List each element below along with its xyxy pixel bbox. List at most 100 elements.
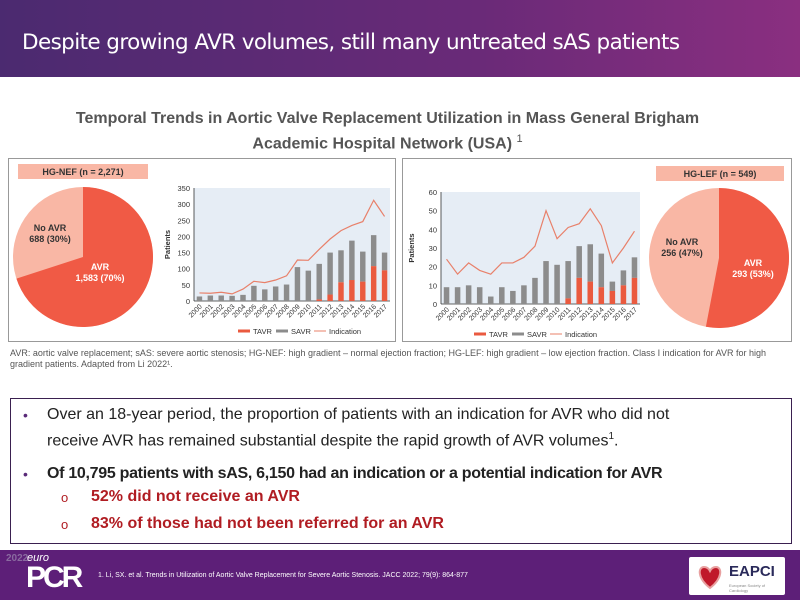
savr-bar [521,285,527,304]
pie-slice-avr [16,187,153,328]
pie-title-box [656,166,784,181]
hg-lef-panel [402,158,792,342]
sub-bullet-2: 83% of those had not been referred for a… [91,515,444,532]
pie-title: HG-NEF (n = 2,271) [42,167,123,177]
tavr-bar [316,299,322,301]
tavr-bar [349,280,355,301]
savr-bar [598,253,605,288]
savr-bar [251,285,257,301]
circle-bullet-icon: o [61,517,69,532]
savr-bar [631,257,638,278]
indication-line [446,207,635,276]
pie-value-avr: 1,583 (70%) [75,273,124,283]
slide-title: Despite growing AVR volumes, still many … [22,30,680,55]
hg-nef-panel [8,158,396,342]
savr-bar [305,270,312,301]
tavr-bar [587,281,594,304]
y-tick-label: 30 [429,244,437,253]
savr-bar [565,261,571,299]
tavr-bar [381,270,388,301]
savr-bar [454,287,461,304]
plot-area [441,192,640,304]
bullet-icon: • [23,407,28,423]
tavr-bar [620,285,627,304]
tavr-bar [609,290,616,304]
legend-label-indication: Indication [329,327,361,336]
abbreviations-note: AVR: aortic valve replacement; sAS: seve… [10,348,767,369]
savr-bar [349,240,355,281]
y-tick-label: 350 [177,184,190,193]
y-tick-label: 0 [433,300,437,309]
figure-title: Temporal Trends in Aortic Valve Replacem… [0,108,775,154]
europcr-logo: PCR [26,561,83,594]
figure-title-line2: Academic Hospital Network (USA) [252,135,513,153]
europcr-logo-euro: euro [27,552,50,564]
savr-bar [370,235,377,267]
y-tick-label: 250 [177,216,190,225]
tavr-bar [370,266,377,301]
savr-bar [381,252,388,271]
y-axis-label: Patients [163,230,172,259]
pie-slice-avr [705,188,789,328]
legend-label-savr: SAVR [291,327,311,336]
pie-label-no-avr: No AVR [666,237,699,247]
tavr-bar [565,298,571,304]
savr-bar [609,281,616,291]
sub-bullet-1: 52% did not receive an AVR [91,488,300,505]
savr-bar [510,290,516,304]
bullet-1: Over an 18-year period, the proportion o… [47,406,670,450]
eapci-logo: EAPCI European Society of Cardiology [689,557,785,595]
savr-bar [240,294,246,301]
legend-label-indication: Indication [565,330,597,339]
tavr-bar [576,277,582,304]
savr-bar [587,244,594,282]
x-tick-label: 2017 [623,306,639,322]
savr-bar [207,295,214,301]
y-tick-label: 100 [177,265,190,274]
y-tick-label: 60 [429,188,437,197]
tavr-bar [631,277,638,304]
savr-bar [218,295,224,301]
savr-bar [262,289,268,301]
savr-bar [554,264,560,304]
eapci-text: EAPCI [729,563,775,580]
heart-icon [698,565,722,590]
savr-bar [283,284,290,301]
y-tick-label: 0 [186,297,190,306]
legend-swatch [512,332,524,336]
pie-label-avr: AVR [744,258,763,268]
tavr-bar [338,282,344,301]
savr-bar [487,296,494,304]
indication-line [199,199,386,295]
legend-swatch [550,333,562,335]
legend-label-tavr: TAVR [253,327,272,336]
legend-swatch [474,332,486,336]
y-tick-label: 50 [182,281,190,290]
tavr-bar [598,287,605,304]
pie-title: HG-LEF (n = 549) [684,169,757,179]
legend-swatch [314,330,326,332]
legend-swatch [238,329,250,333]
circle-bullet-icon: o [61,490,69,505]
pie-value-no-avr: 688 (30%) [29,234,71,244]
title-bar: Despite growing AVR volumes, still many … [0,0,800,77]
savr-bar [338,250,344,283]
savr-bar [576,246,582,278]
pie-value-avr: 293 (53%) [732,269,774,279]
y-tick-label: 10 [429,281,437,290]
citation-sup: 1 [516,133,523,145]
pie-label-avr: AVR [91,262,110,272]
plot-area [194,188,390,301]
savr-bar [499,287,505,304]
bullet-icon: • [23,466,28,482]
y-tick-label: 300 [177,200,190,209]
y-axis-label: Patients [407,233,416,262]
y-tick-label: 150 [177,249,190,258]
savr-bar [476,287,483,304]
pie-value-no-avr: 256 (47%) [661,248,703,258]
savr-bar [316,263,322,300]
savr-bar [360,251,366,282]
legend-label-savr: SAVR [527,330,547,339]
legend-swatch [276,329,288,333]
